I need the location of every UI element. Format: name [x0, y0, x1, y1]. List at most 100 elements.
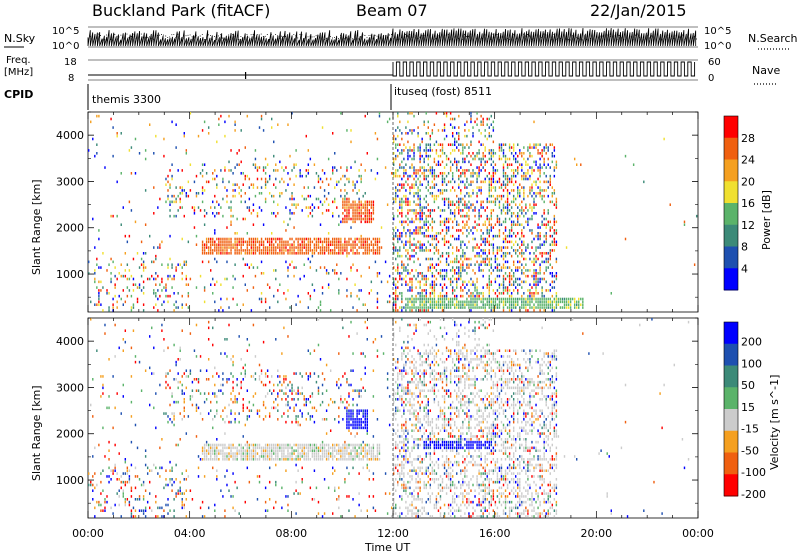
data-cell — [293, 452, 295, 455]
data-cell — [429, 149, 432, 152]
data-cell — [327, 286, 330, 289]
data-cell — [146, 277, 149, 281]
data-cell — [531, 169, 533, 172]
data-cell — [423, 223, 425, 226]
data-cell — [488, 186, 490, 189]
data-cell — [429, 169, 432, 172]
data-cell — [289, 252, 291, 255]
data-cell — [521, 280, 523, 284]
data-cell — [498, 297, 501, 301]
data-cell — [466, 120, 468, 124]
data-cell — [108, 306, 110, 309]
data-cell — [277, 443, 279, 447]
data-cell — [279, 389, 281, 392]
data-cell — [419, 243, 421, 246]
data-cell — [460, 266, 462, 269]
data-cell — [224, 249, 226, 252]
data-cell — [539, 189, 541, 192]
data-cell — [401, 272, 403, 275]
data-cell — [232, 400, 234, 404]
data-cell — [401, 266, 403, 269]
data-cell — [419, 249, 421, 252]
data-cell — [553, 146, 556, 149]
data-cell — [256, 169, 259, 172]
power-ylabel: Slant Range [km] — [30, 179, 43, 275]
data-cell — [311, 209, 314, 212]
data-cell — [421, 140, 423, 144]
data-cell — [348, 209, 350, 212]
data-cell — [362, 243, 364, 246]
data-cell — [94, 277, 96, 281]
data-cell — [439, 154, 442, 158]
data-cell — [515, 269, 517, 272]
data-cell — [266, 455, 269, 458]
data-cell — [342, 212, 344, 215]
data-cell — [163, 486, 165, 490]
data-cell — [409, 186, 411, 189]
data-cell — [494, 223, 497, 226]
data-cell — [315, 240, 318, 244]
power-data — [88, 112, 698, 312]
data-cell — [535, 234, 537, 238]
data-cell — [476, 300, 478, 304]
data-cell — [549, 226, 551, 229]
data-cell — [539, 263, 541, 266]
data-cell — [252, 286, 255, 289]
data-cell — [502, 240, 505, 244]
data-cell — [480, 234, 482, 238]
data-cell — [407, 120, 409, 124]
data-cell — [533, 206, 535, 209]
data-cell — [319, 458, 322, 461]
data-cell — [238, 443, 240, 447]
data-cell — [315, 172, 318, 175]
data-cell — [545, 223, 547, 226]
data-cell — [466, 234, 468, 238]
data-cell — [508, 277, 511, 281]
data-cell — [256, 186, 259, 189]
data-cell — [142, 252, 145, 255]
data-cell — [490, 114, 493, 118]
data-cell — [244, 217, 246, 221]
data-cell — [205, 237, 208, 241]
data-cell — [112, 303, 114, 306]
data-cell — [222, 455, 224, 458]
data-cell — [551, 303, 554, 306]
data-cell — [376, 300, 379, 304]
data-cell — [240, 194, 242, 198]
data-cell — [321, 212, 324, 215]
data-cell — [427, 277, 429, 281]
data-cell — [443, 203, 446, 206]
data-cell — [285, 392, 287, 395]
data-cell — [517, 266, 519, 269]
data-cell — [451, 260, 454, 264]
data-cell — [340, 400, 342, 404]
data-cell — [409, 280, 411, 284]
data-cell — [486, 240, 488, 244]
data-cell — [456, 223, 458, 226]
data-cell — [336, 498, 338, 501]
data-cell — [539, 172, 541, 175]
data-cell — [155, 500, 157, 504]
data-cell — [100, 280, 102, 284]
data-cell — [460, 143, 462, 146]
data-cell — [323, 478, 326, 481]
data-cell — [124, 498, 127, 501]
data-cell — [309, 157, 312, 161]
data-cell — [535, 286, 537, 289]
data-cell — [401, 186, 403, 189]
data-cell — [401, 300, 403, 304]
data-cell — [230, 169, 232, 172]
data-cell — [364, 200, 366, 204]
data-cell — [508, 149, 511, 152]
data-cell — [250, 183, 253, 186]
data-cell — [419, 174, 421, 178]
data-cell — [395, 300, 397, 304]
data-cell — [482, 166, 484, 169]
data-cell — [185, 432, 188, 435]
data-cell — [449, 280, 452, 284]
data-cell — [519, 189, 521, 192]
data-cell — [319, 246, 322, 249]
data-cell — [421, 309, 423, 312]
data-cell — [291, 446, 293, 450]
data-cell — [224, 443, 226, 447]
